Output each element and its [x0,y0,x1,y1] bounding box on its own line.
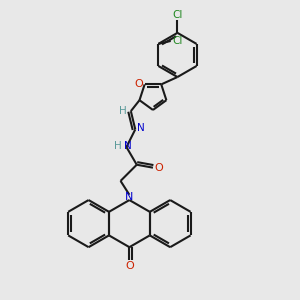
Text: N: N [125,191,134,202]
Text: N: N [124,141,132,151]
Text: O: O [154,163,163,173]
Text: O: O [125,261,134,271]
Text: Cl: Cl [173,10,183,20]
Text: Cl: Cl [172,36,182,46]
Text: O: O [134,80,143,89]
Text: H: H [119,106,127,116]
Text: H: H [114,141,122,151]
Text: N: N [137,123,145,133]
